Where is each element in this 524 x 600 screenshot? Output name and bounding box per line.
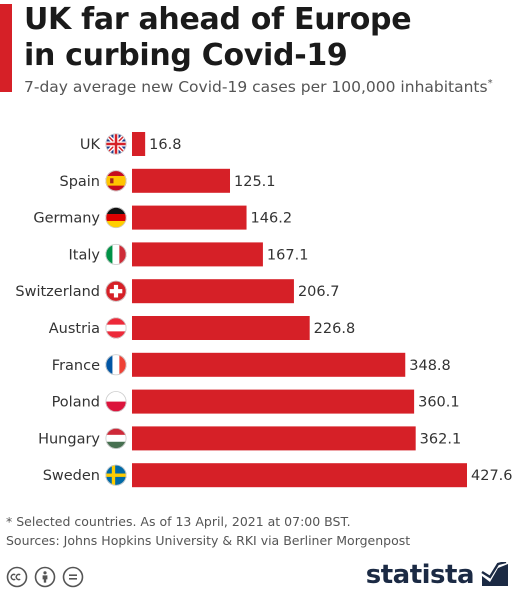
- value-label: 362.1: [420, 431, 462, 447]
- bar: [132, 168, 231, 193]
- bar: [132, 279, 294, 304]
- cc-icon[interactable]: [6, 566, 28, 588]
- chart-subtitle-text: 7-day average new Covid-19 cases per 100…: [24, 78, 488, 97]
- switzerland-flag-icon: [105, 280, 127, 302]
- poland-flag-icon: [105, 391, 127, 413]
- value-label: 206.7: [298, 284, 340, 300]
- category-label: Hungary: [38, 431, 100, 447]
- uk-flag-icon: [105, 133, 127, 155]
- attribution-icon[interactable]: [34, 566, 56, 588]
- no-derivatives-icon[interactable]: [62, 566, 84, 588]
- bar-row: Hungary 362.1: [38, 426, 462, 451]
- bar: [132, 132, 146, 156]
- chart-title-line-1: UK far ahead of Europe: [24, 2, 412, 37]
- sweden-flag-icon: [105, 464, 127, 486]
- chart-title: UK far ahead of Europe in curbing Covid-…: [24, 2, 412, 74]
- bar: [132, 205, 247, 230]
- bar-row: Sweden 427.6: [43, 463, 513, 488]
- chart-subtitle: 7-day average new Covid-19 cases per 100…: [24, 78, 493, 96]
- category-label: Switzerland: [15, 284, 100, 300]
- category-label: Germany: [33, 211, 100, 227]
- value-label: 146.2: [251, 211, 293, 227]
- value-label: 427.6: [471, 468, 513, 484]
- category-label: UK: [80, 137, 101, 153]
- bar-row: Germany 146.2: [33, 205, 293, 230]
- category-label: Poland: [52, 395, 100, 411]
- value-label: 16.8: [149, 137, 181, 153]
- category-label: Spain: [59, 174, 100, 190]
- bar: [132, 242, 263, 267]
- bar-row: Austria 226.8: [49, 316, 355, 340]
- statista-wordmark: statista: [365, 560, 475, 590]
- value-label: 125.1: [234, 174, 276, 190]
- statista-logo-icon: [481, 562, 508, 586]
- germany-flag-icon: [105, 207, 127, 229]
- bar: [132, 426, 416, 451]
- bar-row: Switzerland 206.7: [15, 279, 340, 304]
- value-label: 348.8: [409, 358, 451, 374]
- austria-flag-icon: [105, 317, 127, 339]
- subtitle-footnote-mark: *: [487, 78, 493, 89]
- chart-title-line-2: in curbing Covid-19: [24, 38, 348, 73]
- value-label: 226.8: [314, 321, 356, 337]
- value-label: 167.1: [267, 247, 309, 263]
- category-label: Sweden: [43, 468, 100, 484]
- footnote: * Selected countries. As of 13 April, 20…: [6, 514, 351, 529]
- category-label: France: [52, 358, 100, 374]
- bar: [132, 389, 415, 414]
- sources-note: Sources: Johns Hopkins University & RKI …: [6, 533, 411, 548]
- france-flag-icon: [105, 354, 127, 376]
- license-icons: [6, 566, 84, 588]
- title-accent-bar: [0, 4, 12, 92]
- bar-row: Italy 167.1: [69, 242, 309, 267]
- bar: [132, 316, 310, 340]
- bar-row: Spain 125.1: [59, 168, 276, 193]
- bar-row: France 348.8: [52, 352, 451, 377]
- value-label: 360.1: [418, 395, 460, 411]
- bar-chart: UK 16.8 Spain 125.1 Germany 146.2 Italy 167.1 Sw…: [15, 132, 513, 488]
- statista-logo[interactable]: statista: [366, 560, 510, 590]
- spain-flag-icon: [105, 170, 127, 192]
- bar: [132, 463, 467, 488]
- bar-row: Poland 360.1: [52, 389, 460, 414]
- bar-row: UK 16.8: [80, 132, 181, 156]
- bar: [132, 352, 406, 377]
- category-label: Austria: [49, 321, 100, 337]
- hungary-flag-icon: [105, 427, 127, 449]
- category-label: Italy: [69, 247, 101, 263]
- italy-flag-icon: [105, 243, 127, 265]
